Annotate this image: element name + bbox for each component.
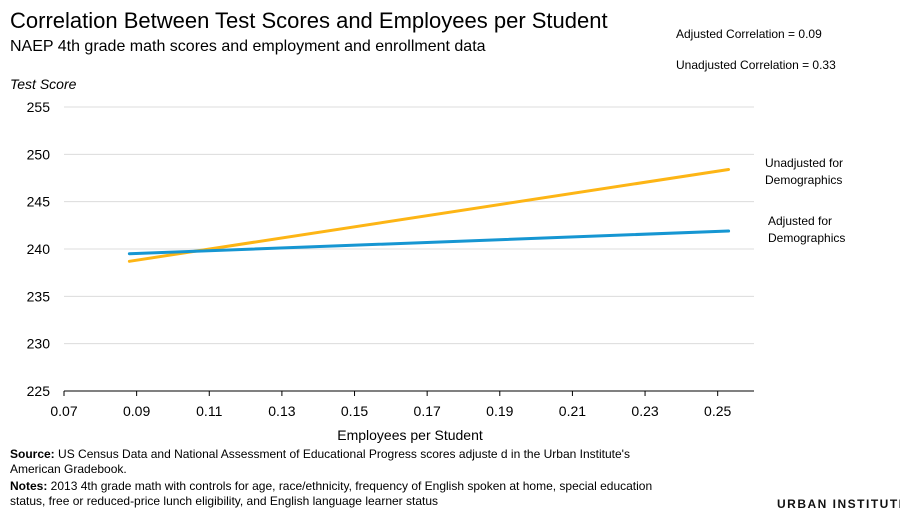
source-text-2: American Gradebook. bbox=[10, 462, 127, 476]
notes-text-2: status, free or reduced-price lunch elig… bbox=[10, 494, 439, 508]
x-tick-label: 0.23 bbox=[631, 403, 658, 419]
x-tick-label: 0.21 bbox=[559, 403, 586, 419]
series-label-adjusted: Adjusted for Demographics bbox=[768, 213, 845, 247]
series-label-line: Demographics bbox=[768, 231, 846, 245]
x-tick-label: 0.09 bbox=[123, 403, 150, 419]
x-tick-label: 0.07 bbox=[50, 403, 77, 419]
chart-subtitle: NAEP 4th grade math scores and employmen… bbox=[10, 38, 486, 55]
series-line-1 bbox=[127, 229, 731, 256]
unadjusted-correlation: Unadjusted Correlation = 0.33 bbox=[676, 58, 836, 72]
y-tick-label: 235 bbox=[27, 288, 51, 304]
y-tick-label: 240 bbox=[27, 241, 51, 257]
y-tick-label: 250 bbox=[27, 146, 51, 162]
x-tick-label: 0.25 bbox=[704, 403, 731, 419]
y-tick-labels: 225 230 235 240 245 250 255 bbox=[27, 99, 51, 399]
grid-lines bbox=[64, 106, 754, 345]
series-line-0 bbox=[127, 167, 731, 263]
x-axis bbox=[63, 390, 754, 396]
y-axis-label: Test Score bbox=[10, 76, 77, 92]
x-tick-label: 0.15 bbox=[341, 403, 368, 419]
notes-continued: status, free or reduced-price lunch elig… bbox=[10, 494, 438, 509]
adjusted-correlation: Adjusted Correlation = 0.09 bbox=[676, 27, 822, 41]
notes-label: Notes: bbox=[10, 479, 48, 493]
x-tick-label: 0.17 bbox=[414, 403, 441, 419]
source-note: Source: US Census Data and National Asse… bbox=[10, 447, 630, 462]
source-text: US Census Data and National Assessment o… bbox=[54, 447, 630, 461]
y-tick-label: 255 bbox=[27, 99, 51, 115]
x-axis-label: Employees per Student bbox=[337, 427, 483, 443]
series-label-line: Unadjusted for bbox=[765, 156, 844, 170]
series-label-unadjusted: Unadjusted for Demographics bbox=[765, 155, 843, 189]
series-label-line: Adjusted for bbox=[768, 214, 833, 228]
source-note-continued: American Gradebook. bbox=[10, 462, 127, 477]
notes: Notes: 2013 4th grade math with controls… bbox=[10, 479, 652, 494]
x-tick-label: 0.11 bbox=[196, 403, 222, 419]
source-label: Source: bbox=[10, 447, 55, 461]
y-tick-label: 225 bbox=[27, 383, 51, 399]
notes-text: 2013 4th grade math with controls for ag… bbox=[47, 479, 653, 493]
y-tick-label: 230 bbox=[27, 336, 51, 352]
x-tick-label: 0.19 bbox=[486, 403, 513, 419]
urban-institute-logo: URBAN INSTITUTE bbox=[777, 497, 900, 511]
chart-title: Correlation Between Test Scores and Empl… bbox=[10, 8, 608, 33]
x-tick-labels: 0.07 0.09 0.11 0.13 0.15 0.17 0.19 0.21 0.23 0.25 bbox=[50, 403, 731, 419]
series-label-line: Demographics bbox=[765, 173, 843, 187]
series-lines bbox=[127, 167, 731, 263]
x-tick-label: 0.13 bbox=[268, 403, 295, 419]
y-tick-label: 245 bbox=[27, 194, 51, 210]
